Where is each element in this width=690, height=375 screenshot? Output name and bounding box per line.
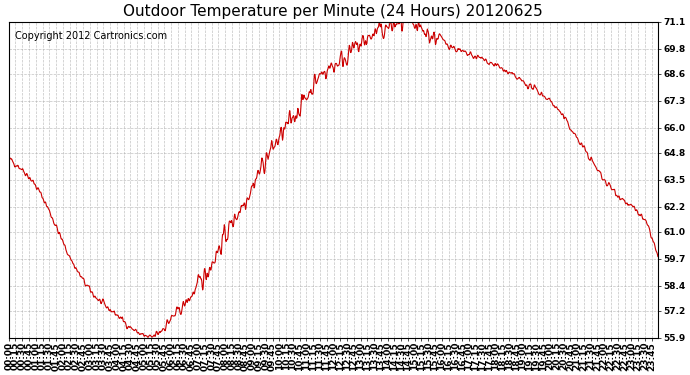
Title: Outdoor Temperature per Minute (24 Hours) 20120625: Outdoor Temperature per Minute (24 Hours… (124, 4, 543, 19)
Text: Copyright 2012 Cartronics.com: Copyright 2012 Cartronics.com (15, 31, 167, 41)
